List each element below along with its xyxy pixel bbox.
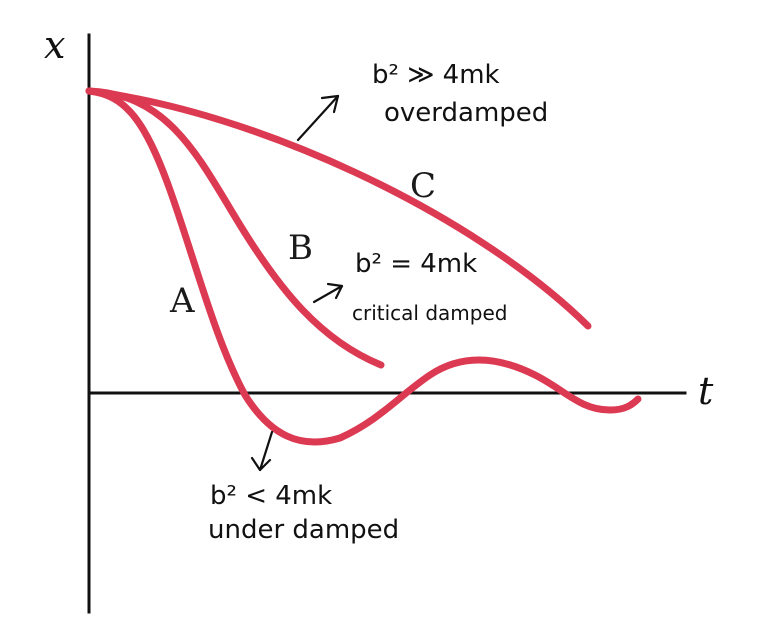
critical-condition: b² = 4mk <box>355 249 477 279</box>
underdamped-arrow <box>250 430 274 472</box>
critical-label: critical damped <box>352 301 507 325</box>
curve-label-a: A <box>169 281 195 321</box>
x-axis-label: x <box>44 23 65 67</box>
curve-label-c: C <box>410 166 436 206</box>
t-axis-label: t <box>698 369 714 413</box>
underdamped-condition: b² < 4mk <box>210 481 332 511</box>
overdamped-condition: b² ≫ 4mk <box>372 60 500 90</box>
curve-a-underdamped <box>85 87 642 446</box>
curve-c-overdamped <box>85 87 592 330</box>
overdamped-arrow <box>296 94 340 142</box>
curve-b-critical <box>85 87 385 369</box>
curve-label-b: B <box>288 228 313 268</box>
overdamped-label: overdamped <box>384 98 548 128</box>
critical-arrow <box>312 282 344 304</box>
underdamped-label: under damped <box>208 515 399 545</box>
